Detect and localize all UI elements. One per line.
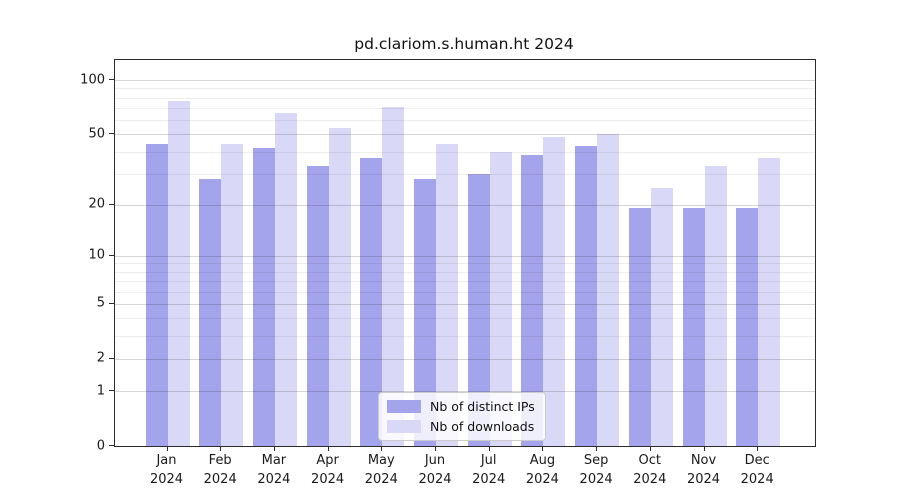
y-tick-10 [109, 254, 114, 256]
gridline-major-1 [115, 391, 815, 392]
x-tick-label-mar: Mar 2024 [257, 453, 291, 487]
bar-downloads-jul [489, 151, 512, 446]
chart-title: pd.clariom.s.human.ht 2024 [354, 35, 574, 53]
bar-distinct-ips-mar [252, 147, 275, 446]
plot-area: Nb of distinct IPs Nb of downloads [114, 59, 816, 447]
bar-downloads-aug [543, 137, 566, 446]
x-tick-label-sep: Sep 2024 [579, 453, 613, 487]
x-tick-aug [542, 446, 544, 451]
gridline-minor-8 [115, 271, 815, 273]
gridline-minor-60 [115, 120, 815, 121]
y-tick-label-10: 10 [88, 247, 105, 263]
y-tick-label-5: 5 [96, 295, 105, 311]
gridline-minor-3 [115, 336, 815, 338]
bar-distinct-ips-dec [736, 208, 759, 446]
y-tick-100 [109, 79, 114, 80]
y-tick-label-0: 0 [96, 438, 105, 453]
y-tick-label-20: 20 [88, 196, 105, 212]
legend-swatch-downloads [387, 420, 421, 433]
legend-swatch-distinct-ips [387, 400, 421, 413]
y-tick-2 [109, 357, 114, 359]
gridline-minor-7 [115, 281, 815, 283]
gridline-major-5 [115, 303, 815, 305]
x-tick-label-oct: Oct 2024 [633, 453, 667, 487]
x-tick-label-aug: Aug 2024 [525, 453, 559, 487]
y-tick-1 [109, 390, 114, 391]
bar-distinct-ips-jul [467, 173, 490, 446]
bar-downloads-nov [704, 166, 727, 446]
bar-distinct-ips-may [360, 157, 383, 446]
gridline-major-10 [115, 255, 815, 257]
bar-downloads-oct [650, 187, 673, 446]
bar-downloads-sep [597, 134, 620, 446]
x-tick-nov [703, 446, 705, 451]
legend-label-downloads: Nb of downloads [430, 419, 535, 434]
bar-distinct-ips-jan [145, 144, 168, 446]
y-tick-5 [109, 302, 114, 304]
x-tick-label-jul: Jul 2024 [472, 453, 506, 487]
gridline-minor-6 [115, 291, 815, 293]
x-tick-label-may: May 2024 [364, 453, 398, 487]
y-tick-label-1: 1 [96, 383, 105, 398]
bar-distinct-ips-sep [575, 145, 598, 446]
gridline-minor-90 [115, 88, 815, 90]
x-tick-mar [273, 446, 275, 451]
gridline-minor-70 [115, 108, 815, 109]
legend-item-distinct-ips: Nb of distinct IPs [387, 399, 535, 414]
x-tick-sep [596, 446, 598, 451]
x-tick-jan [166, 446, 168, 451]
legend-item-downloads: Nb of downloads [387, 419, 535, 434]
gridline-minor-4 [115, 318, 815, 320]
y-tick-label-50: 50 [88, 126, 105, 142]
bar-distinct-ips-jun [414, 178, 436, 446]
bar-distinct-ips-apr [306, 166, 329, 446]
bar-distinct-ips-feb [199, 178, 222, 446]
gridline-major-20 [115, 204, 815, 206]
legend: Nb of distinct IPs Nb of downloads [378, 392, 546, 441]
bar-downloads-may [382, 106, 405, 446]
gridline-minor-30 [115, 173, 815, 175]
x-tick-dec [757, 446, 759, 451]
y-tick-0 [109, 445, 114, 446]
legend-label-distinct-ips: Nb of distinct IPs [430, 399, 535, 414]
bar-downloads-apr [328, 128, 351, 446]
x-tick-label-jan: Jan 2024 [149, 453, 184, 487]
x-tick-label-dec: Dec 2024 [740, 453, 774, 487]
bar-downloads-feb [221, 144, 244, 446]
y-tick-50 [109, 133, 114, 135]
x-tick-label-apr: Apr 2024 [311, 453, 345, 487]
bar-distinct-ips-aug [521, 155, 544, 446]
bar-downloads-mar [274, 112, 297, 446]
x-tick-label-feb: Feb 2024 [203, 453, 237, 487]
y-tick-20 [109, 203, 114, 205]
gridline-minor-9 [115, 263, 815, 265]
gridline-major-100 [115, 80, 815, 81]
gridline-minor-40 [115, 151, 815, 153]
bar-distinct-ips-nov [682, 208, 705, 446]
x-tick-jun [435, 446, 436, 451]
y-tick-label-2: 2 [96, 350, 105, 366]
x-tick-label-jun: Jun 2024 [418, 453, 452, 487]
y-tick-label-100: 100 [80, 72, 105, 87]
bar-distinct-ips-oct [628, 208, 651, 446]
x-tick-feb [220, 446, 222, 451]
gridline-major-2 [115, 358, 815, 360]
x-tick-jul [488, 446, 490, 451]
bar-downloads-jan [167, 100, 190, 446]
x-tick-oct [649, 446, 651, 451]
x-tick-label-nov: Nov 2024 [686, 453, 721, 487]
gridline-major-50 [115, 134, 815, 136]
bar-downloads-dec [758, 157, 781, 446]
x-tick-may [381, 446, 383, 451]
x-tick-apr [327, 446, 329, 451]
gridline-minor-80 [115, 97, 815, 99]
bar-downloads-jun [436, 144, 458, 446]
